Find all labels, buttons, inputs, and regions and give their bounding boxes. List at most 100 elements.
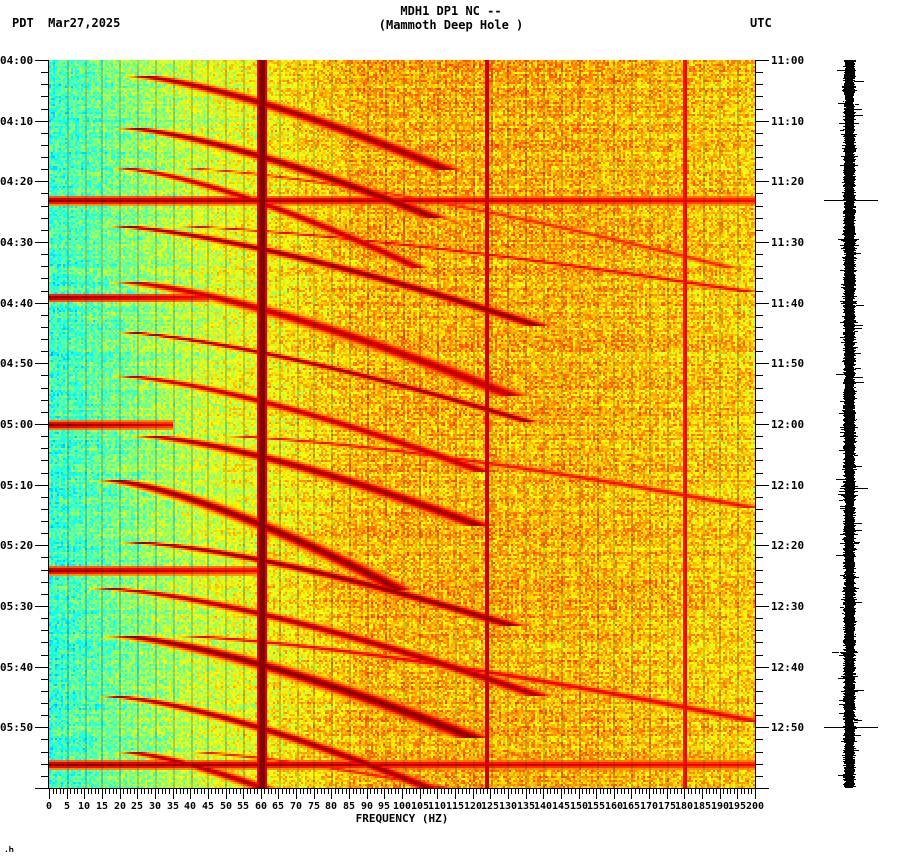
frequency-tick-label: 60 [254, 801, 268, 812]
time-tick-minor-right [756, 727, 769, 728]
freq-tick [649, 789, 650, 799]
time-tick-minor-left [35, 424, 48, 425]
header-timezone-utc: UTC [750, 16, 772, 30]
freq-tick [501, 789, 502, 794]
time-tick-minor-right [756, 193, 763, 194]
time-tick-minor-left [41, 509, 48, 510]
time-tick-minor-left [41, 412, 48, 413]
freq-tick [130, 789, 131, 794]
spectrogram-image [49, 60, 755, 788]
freq-tick [466, 789, 467, 794]
seismogram-trace-panel [812, 58, 902, 790]
freq-tick [642, 789, 643, 794]
freq-tick [91, 789, 92, 794]
freq-tick [423, 789, 424, 794]
freq-tick [197, 789, 198, 794]
freq-tick [557, 789, 558, 794]
freq-tick [346, 789, 347, 794]
time-tick-minor-right [756, 521, 763, 522]
time-tick-minor-right [756, 448, 763, 449]
freq-tick [250, 789, 251, 794]
freq-tick [204, 789, 205, 794]
freq-tick [543, 789, 544, 799]
freq-tick [363, 789, 364, 794]
frequency-tick-label: 155 [586, 801, 606, 812]
time-tick-minor-left [41, 570, 48, 571]
time-tick-minor-left [41, 388, 48, 389]
freq-tick [575, 789, 576, 794]
frequency-tick-label: 200 [745, 801, 765, 812]
frequency-tick-label: 120 [463, 801, 483, 812]
time-tick-minor-right [756, 436, 763, 437]
time-tick-minor-right [756, 509, 763, 510]
freq-tick [614, 789, 615, 799]
time-tick-minor-right [756, 278, 763, 279]
freq-tick [194, 789, 195, 794]
freq-tick [723, 789, 724, 794]
freq-tick [691, 789, 692, 794]
time-tick-minor-right [756, 473, 763, 474]
freq-tick [515, 789, 516, 794]
freq-tick [70, 789, 71, 794]
time-tick-minor-right [756, 594, 763, 595]
freq-tick [356, 789, 357, 794]
time-tick-minor-right [756, 388, 763, 389]
freq-tick [508, 789, 509, 799]
freq-tick [321, 789, 322, 794]
frequency-tick-label: 195 [727, 801, 747, 812]
freq-tick [695, 789, 696, 794]
frequency-tick-label: 20 [113, 801, 127, 812]
freq-tick [264, 789, 265, 794]
time-tick-minor-left [41, 655, 48, 656]
freq-tick [155, 789, 156, 799]
freq-tick [741, 789, 742, 794]
freq-tick [286, 789, 287, 794]
freq-tick [462, 789, 463, 794]
freq-tick [116, 789, 117, 794]
freq-tick [342, 789, 343, 794]
time-label-pdt: 05:40 [0, 661, 34, 674]
freq-tick [699, 789, 700, 794]
freq-tick [427, 789, 428, 794]
freq-tick [413, 789, 414, 794]
freq-tick [586, 789, 587, 794]
freq-tick [720, 789, 721, 799]
time-tick-minor-right [756, 315, 763, 316]
trace-marker-bottom [824, 727, 878, 728]
frequency-tick-label: 5 [63, 801, 71, 812]
freq-tick [370, 789, 371, 794]
time-tick-minor-right [756, 764, 763, 765]
freq-tick [561, 789, 562, 799]
time-label-utc: 11:30 [771, 236, 805, 249]
time-tick-minor-left [41, 400, 48, 401]
time-tick-minor-left [41, 739, 48, 740]
time-tick-minor-right [756, 230, 763, 231]
freq-tick [296, 789, 297, 799]
freq-tick [162, 789, 163, 794]
time-tick-minor-right [756, 460, 763, 461]
frequency-tick-label: 65 [271, 801, 285, 812]
spectrogram-plot[interactable] [49, 60, 755, 788]
frequency-tick-label: 35 [166, 801, 180, 812]
freq-tick [706, 789, 707, 794]
time-label-utc: 12:00 [771, 418, 805, 431]
freq-tick [416, 789, 417, 794]
freq-tick [102, 789, 103, 799]
freq-tick [211, 789, 212, 794]
freq-tick [317, 789, 318, 794]
frequency-tick-label: 130 [498, 801, 518, 812]
time-tick-minor-right [756, 788, 769, 789]
time-tick-minor-left [41, 582, 48, 583]
freq-tick [109, 789, 110, 794]
freq-tick [105, 789, 106, 794]
time-tick-minor-left [41, 254, 48, 255]
time-tick-minor-right [756, 157, 763, 158]
freq-tick [483, 789, 484, 794]
time-tick-minor-right [756, 254, 763, 255]
frequency-tick-label: 190 [710, 801, 730, 812]
frequency-tick-label: 170 [639, 801, 659, 812]
time-label-pdt: 05:10 [0, 479, 34, 492]
time-label-utc: 12:20 [771, 539, 805, 552]
time-tick-minor-left [35, 363, 48, 364]
freq-tick [173, 789, 174, 799]
